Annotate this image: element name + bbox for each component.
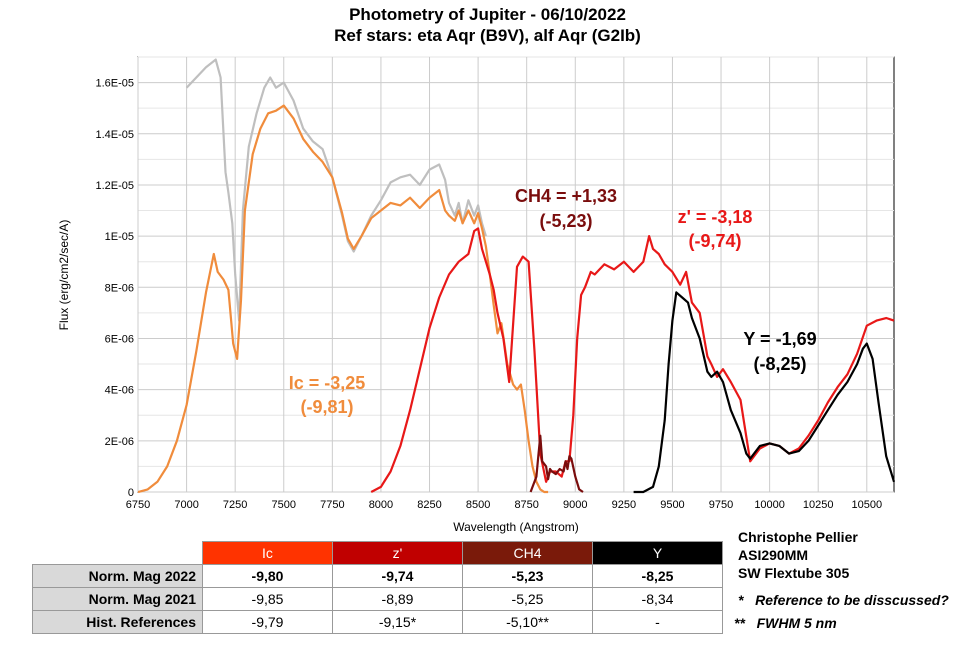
table-cell: -5,10** [462,610,593,634]
y-tick-label: 0 [128,487,134,499]
x-tick-label: 7000 [174,499,198,511]
table-row: Norm. Mag 2022 -9,80 -9,74 -5,23 -8,25 [32,564,723,588]
table-header-row: Ic z' CH4 Y [33,541,723,565]
x-tick-labels: 6750 7000 7250 7500 7750 8000 8250 8500 8750 9000… [126,499,882,511]
y-tick-label: 8E-06 [105,282,134,294]
x-tick-label: 8000 [369,499,393,511]
credit-telescope: SW Flextube 305 [738,565,850,581]
table-row: Norm. Mag 2021 -9,85 -8,89 -5,25 -8,34 [32,587,723,611]
chart-title: Photometry of Jupiter - 06/10/2022 [349,5,626,24]
series-lines [137,58,896,494]
table-cell: -8,89 [332,587,463,611]
column-header-y: Y [592,541,723,565]
chart-subtitle: Ref stars: eta Aqr (B9V), alf Aqr (G2Ib) [334,26,641,45]
y-annotation-line2: (-8,25) [753,354,806,374]
table-cell: -5,25 [462,587,593,611]
grid-lines [137,56,894,493]
table-cell: -9,85 [202,587,333,611]
table-cell: -9,79 [202,610,333,634]
y-annotation-line1: Y = -1,69 [743,329,816,349]
ic-annotation-line2: (-9,81) [300,397,353,417]
jupiter-photometry-chart: 0 2E-06 4E-06 6E-06 8E-06 1E-05 1.2E-05 1.4E-05… [57,56,896,534]
x-tick-label: 9750 [709,499,733,511]
y-tick-label: 1.2E-05 [95,180,134,192]
table-cell: -5,23 [462,564,593,588]
x-tick-label: 10000 [754,499,785,511]
table-cell: -9,74 [332,564,463,588]
column-header-z: z' [332,541,463,565]
z-annotation-line1: z' = -3,18 [678,207,753,227]
y-axis-label: Flux (erg/cm2/sec/A) [57,220,71,331]
row-label: Norm. Mag 2022 [32,564,203,588]
x-axis-label: Wavelength (Angstrom) [453,520,579,534]
y-tick-label: 1.6E-05 [95,78,134,90]
ic-annotation-line1: Ic = -3,25 [289,373,366,393]
row-label: Hist. References [32,610,203,634]
y-tick-label: 1.4E-05 [95,129,134,141]
x-tick-label: 9500 [660,499,684,511]
credit-author: Christophe Pellier [738,529,858,545]
x-tick-label: 8500 [466,499,490,511]
z-annotation-line2: (-9,74) [688,231,741,251]
x-tick-label: 7500 [272,499,296,511]
table-cell: -8,25 [592,564,723,588]
y-tick-labels: 0 2E-06 4E-06 6E-06 8E-06 1E-05 1.2E-05 1.4E-05… [95,78,134,499]
y-tick-label: 4E-06 [105,385,134,397]
series-line-ch4 [529,434,584,493]
column-header-ch4: CH4 [462,541,593,565]
x-tick-label: 8750 [514,499,538,511]
table-cell: -9,80 [202,564,333,588]
table-cell: -8,34 [592,587,723,611]
table-cell: - [592,610,723,634]
ch4-annotation-line2: (-5,23) [539,211,592,231]
x-tick-label: 9250 [612,499,636,511]
magnitude-table: Ic z' CH4 Y Norm. Mag 2022 -9,80 -9,74 -… [32,541,723,634]
x-tick-label: 7250 [223,499,247,511]
table-cell: -9,15* [332,610,463,634]
x-tick-label: 10250 [803,499,834,511]
series-line-y [633,291,896,494]
x-tick-label: 7750 [320,499,344,511]
row-label: Norm. Mag 2021 [32,587,203,611]
credit-camera: ASI290MM [738,547,809,563]
x-tick-label: 10500 [851,499,882,511]
x-tick-label: 9000 [563,499,587,511]
y-tick-label: 2E-06 [105,436,134,448]
y-tick-label: 1E-05 [105,231,134,243]
y-tick-label: 6E-06 [105,333,134,345]
column-header-ic: Ic [202,541,333,565]
table-row: Hist. References -9,79 -9,15* -5,10** - [32,610,723,634]
footnote-reference: * Reference to be disscussed? [738,592,949,608]
footnote-fwhm: ** FWHM 5 nm [734,615,837,631]
x-tick-label: 6750 [126,499,150,511]
ch4-annotation-line1: CH4 = +1,33 [515,186,617,206]
x-tick-label: 8250 [417,499,441,511]
